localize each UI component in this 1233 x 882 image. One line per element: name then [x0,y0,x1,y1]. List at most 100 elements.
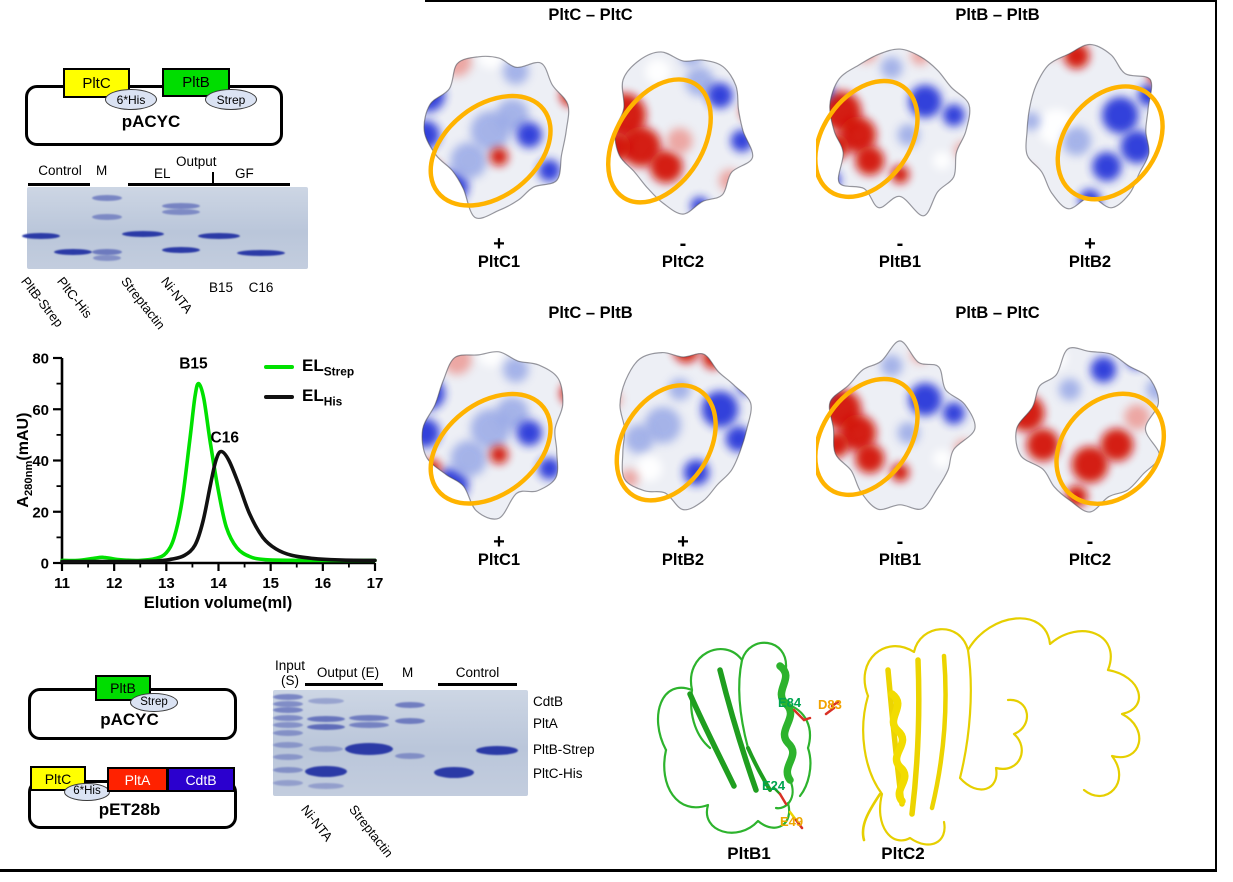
gel-band [434,767,474,779]
charge-sign: + [493,531,505,553]
gel2-band-plta: PltA [533,716,558,731]
gel-band [273,714,303,721]
panel-pltc-pltb: PltC – PltB + PltC1 + PltB2 [408,304,773,596]
gel1-header-m: M [96,163,108,178]
gel2-header-control: Control [455,665,500,680]
charge-sign: + [1084,233,1096,255]
legend-swatch-his [264,394,294,400]
legend-item-el-strep: ELStrep [264,356,354,378]
gel2-output-underline [305,683,383,686]
charge-sign: - [1086,531,1094,553]
gel2-header-m: M [402,665,414,680]
gel-band [273,742,303,749]
y-axis-title-main: A [14,496,32,508]
gel1-output-tick [212,172,214,183]
panel-pltb-pltc: PltB – PltC - PltB1 - PltC2 [800,304,1195,596]
gel-band [476,745,518,755]
gel1-output-underline [128,183,290,186]
gel1-control-underline [28,183,90,186]
svg-text:Elution volume(ml): Elution volume(ml) [144,594,293,612]
gel1-lane-c16: C16 [248,280,274,295]
plasmid-map-pacyc-top: pACYC PltC 6*His PltB Strep [0,60,300,155]
svg-text:80: 80 [32,351,49,368]
gel2-section: Input (S) Output (E) M Control CdtB PltA… [260,650,630,870]
gel2-control-underline [438,683,517,686]
ribbon-structure [656,617,1141,846]
surface-pltb1: - PltB1 [813,330,985,570]
gene-plta: PltA [107,767,168,792]
gel-band [273,730,303,737]
gel2-band-cdtb: CdtB [533,694,564,709]
panel-title: PltB – PltB [955,6,1040,24]
monomer-label: PltC1 [477,253,521,271]
charge-sign: - [896,233,904,255]
electrostatic-surface [813,48,971,217]
surface-pltc1: + PltC1 [414,32,584,272]
pltc2-ribbon-yellow [861,617,1141,846]
gel-band [273,700,303,707]
gel-band [162,209,200,216]
svg-text:40: 40 [32,453,49,470]
electrostatic-surface [1015,347,1167,513]
gel2-band-pltc-his: PltC-His [533,766,583,781]
legend-swatch-strep [264,364,294,370]
gel-band [92,194,122,201]
gel-band [349,721,389,728]
panel-pltb-pltb: PltB – PltB - PltB1 + PltB2 [800,6,1195,298]
ribbon-label-pltc2: PltC2 [881,844,925,863]
svg-text:16: 16 [314,575,331,592]
gel-band [395,701,425,708]
gel-band [122,230,164,237]
gel-band [92,248,122,255]
gel-band [349,714,389,721]
gene-cdtb: CdtB [167,767,235,792]
svg-text:11: 11 [54,575,70,592]
plasmid-backbone-pacyc [28,688,237,740]
legend-label-his: ELHis [302,385,343,409]
gel-band [198,233,240,240]
svg-text:12: 12 [106,575,123,592]
electrostatic-surface [423,55,570,219]
gel-band [273,721,303,728]
surface-pltb2: + PltB2 [1005,32,1175,272]
figure-border-right [1215,0,1217,871]
gel-band [92,214,122,221]
svg-text:60: 60 [32,402,49,419]
panel-title: PltC – PltB [548,304,633,322]
gel-band [305,766,347,778]
gel-band [307,724,345,731]
residue-label-e84: E84 [778,695,802,710]
svg-text:17: 17 [367,575,384,592]
svg-text:15: 15 [262,575,279,592]
electrostatic-surface [421,351,564,520]
gel1-header-gf: GF [235,166,254,181]
plasmid-name-pacyc: pACYC [100,710,159,729]
chart-legend: ELStrep ELHis [264,356,354,408]
monomer-label: PltC2 [1068,551,1112,569]
charge-sign: - [896,531,904,553]
gel-band [273,780,303,787]
tag-strep: Strep [130,693,178,712]
surface-pltb2: + PltB2 [598,330,768,570]
tag-6his: 6*His [64,783,110,801]
pltb1-ribbon-green [656,641,812,834]
residue-label-e49: E49 [780,814,804,829]
gel2-band-pltb-strep: PltB-Strep [533,742,595,757]
ribbon-label-pltb1: PltB1 [727,844,771,863]
ribbon-diagram: E84 D83 E24 E49 PltB1 PltC2 [628,598,1213,866]
gel-band [273,753,303,760]
gel2-lane-ni-nta: Ni-NTA [298,802,336,845]
gel1-image [22,187,308,269]
chromatogram-section: 0 20 40 60 80 11 12 13 14 15 16 17 B15 C16 Elution vol… [0,340,400,630]
gene-pltc: PltC [63,68,130,98]
gel1-header-el: EL [154,166,171,181]
gel-band [162,247,200,254]
panel-title: PltB – PltC [955,304,1040,322]
monomer-label: PltB1 [878,551,922,569]
residue-label-d83: D83 [818,697,842,712]
figure-border-top [425,0,1217,2]
gel1-header-output: Output [176,154,217,169]
panel-pltc-pltc: PltC – PltC + PltC1 - PltC2 [408,6,773,298]
charge-sign: + [677,531,689,553]
